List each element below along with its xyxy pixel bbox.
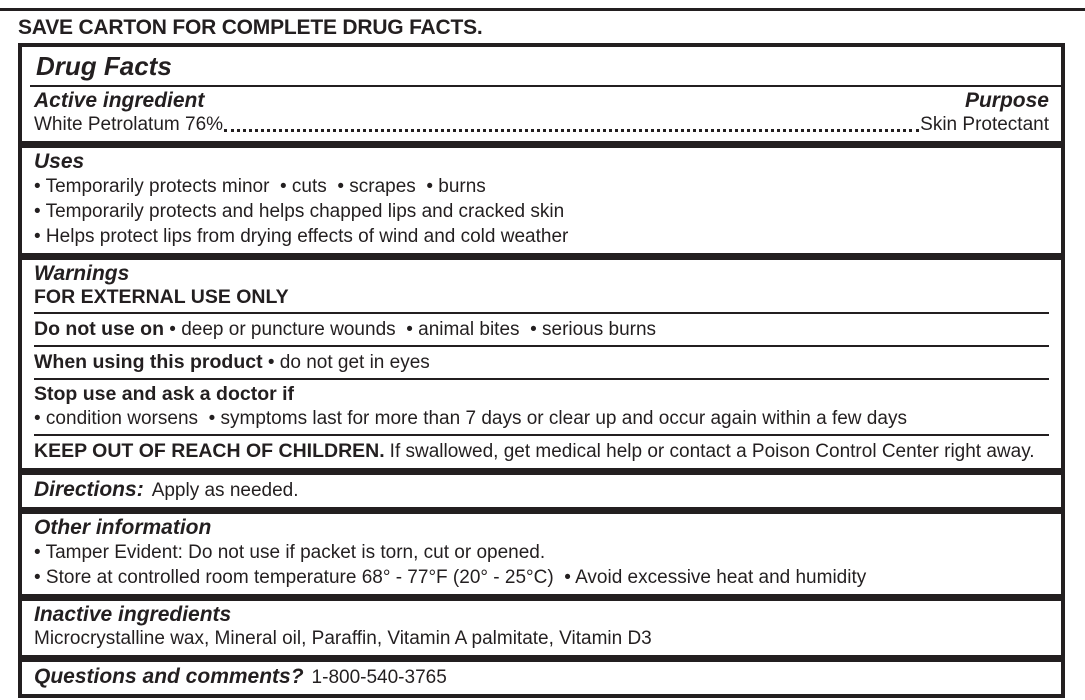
do-not-use-label: Do not use on <box>34 318 164 340</box>
section-divider <box>22 655 1061 662</box>
keep-out-text: If swallowed, get medical help or contac… <box>389 441 1035 462</box>
purpose-heading: Purpose <box>964 89 1049 112</box>
inactive-ingredients-section: Inactive ingredients Microcrystalline wa… <box>22 601 1061 655</box>
other-information-section: Other information • Tamper Evident: Do n… <box>22 514 1061 594</box>
warnings-hairline <box>34 434 1049 436</box>
external-use-warning: FOR EXTERNAL USE ONLY <box>34 286 289 308</box>
save-carton-heading: SAVE CARTON FOR COMPLETE DRUG FACTS. <box>18 16 483 39</box>
drug-facts-box: Drug Facts Active ingredient Purpose Whi… <box>18 43 1065 698</box>
when-using-text: • do not get in eyes <box>262 352 430 373</box>
section-divider <box>22 141 1061 148</box>
uses-heading: Uses <box>34 150 85 173</box>
directions-section: Directions: Apply as needed. <box>22 475 1061 507</box>
active-ingredient-name: White Petrolatum 76% <box>34 114 224 135</box>
warnings-section: Warnings FOR EXTERNAL USE ONLY Do not us… <box>22 260 1061 468</box>
uses-section: Uses • Temporarily protects minor • cuts… <box>22 148 1061 253</box>
questions-heading: Questions and comments? <box>34 665 304 688</box>
keep-out-of-reach-paragraph: KEEP OUT OF REACH OF CHILDREN. If swallow… <box>34 439 1049 464</box>
active-ingredient-section: Active ingredient Purpose White Petrolat… <box>22 87 1061 141</box>
warnings-hairline <box>34 378 1049 380</box>
inactive-ingredients-heading: Inactive ingredients <box>34 603 232 626</box>
questions-section: Questions and comments? 1-800-540-3765 <box>22 662 1061 694</box>
uses-bullet: • Temporarily protects minor • cuts • sc… <box>34 176 486 197</box>
other-information-bullet: • Tamper Evident: Do not use if packet i… <box>34 542 546 563</box>
stop-use-heading: Stop use and ask a doctor if <box>34 383 295 405</box>
uses-bullet: • Helps protect lips from drying effects… <box>34 226 569 247</box>
dot-leader <box>224 129 920 132</box>
warnings-heading: Warnings <box>34 262 130 285</box>
do-not-use-row: Do not use on • deep or puncture wounds … <box>34 317 1049 342</box>
title-rule <box>30 85 1061 87</box>
keep-out-label: KEEP OUT OF REACH OF CHILDREN. <box>34 440 385 462</box>
directions-text: Apply as needed. <box>151 480 299 501</box>
top-divider-line <box>0 8 1085 11</box>
active-ingredient-row: White Petrolatum 76% Skin Protectant <box>34 113 1049 137</box>
do-not-use-text: • deep or puncture wounds • animal bites… <box>164 319 657 340</box>
active-ingredient-heading: Active ingredient <box>34 89 205 112</box>
directions-heading: Directions: <box>34 478 144 501</box>
section-divider <box>22 253 1061 260</box>
active-ingredient-header-row: Active ingredient Purpose <box>34 89 1049 113</box>
warnings-hairline <box>34 345 1049 347</box>
other-information-bullet: • Store at controlled room temperature 6… <box>34 567 867 588</box>
inactive-ingredients-list: Microcrystalline wax, Mineral oil, Paraf… <box>34 628 652 649</box>
when-using-label: When using this product <box>34 351 263 373</box>
uses-bullet: • Temporarily protects and helps chapped… <box>34 201 565 222</box>
questions-phone-number: 1-800-540-3765 <box>311 667 447 688</box>
other-information-heading: Other information <box>34 516 212 539</box>
when-using-row: When using this product • do not get in … <box>34 350 1049 375</box>
section-divider <box>22 468 1061 475</box>
section-divider <box>22 594 1061 601</box>
warnings-hairline <box>34 312 1049 314</box>
stop-use-text: • condition worsens • symptoms last for … <box>34 408 907 429</box>
drug-facts-title: Drug Facts <box>36 51 172 81</box>
section-divider <box>22 507 1061 514</box>
purpose-value: Skin Protectant <box>920 114 1049 135</box>
